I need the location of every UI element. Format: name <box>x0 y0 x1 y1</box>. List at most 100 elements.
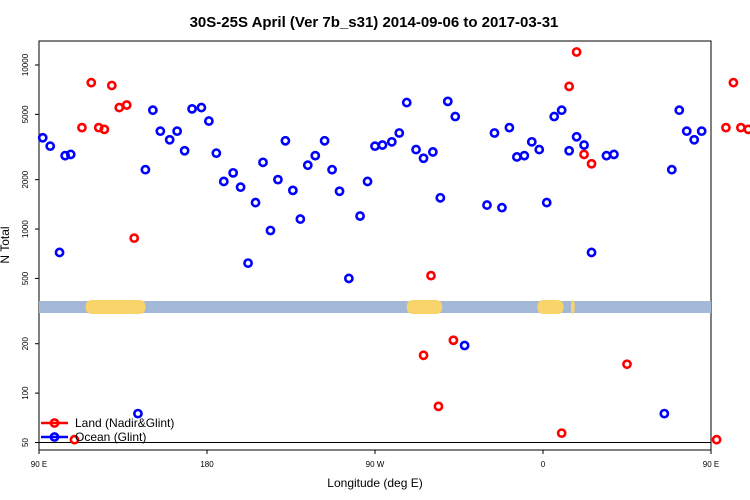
data-point <box>411 144 421 155</box>
data-point <box>427 147 438 157</box>
plot-frame <box>38 40 712 451</box>
series-ocean <box>37 96 707 419</box>
y-tick-label: 2000 <box>21 170 30 188</box>
data-point <box>287 185 298 196</box>
data-point <box>334 186 345 197</box>
y-axis-label: N Total <box>0 226 12 263</box>
data-point <box>711 434 722 445</box>
x-axis: 90 E 180 90 W 0 90 E <box>31 450 719 469</box>
data-point <box>258 157 268 168</box>
data-point <box>418 153 429 164</box>
data-point <box>114 102 125 113</box>
data-point <box>482 200 492 210</box>
data-point <box>60 150 71 161</box>
data-point <box>735 122 746 133</box>
data-point <box>179 145 190 156</box>
data-point <box>65 149 76 160</box>
legend: Land (Nadir&Glint)Ocean (Glint) <box>41 416 174 444</box>
data-point <box>280 135 291 146</box>
data-point <box>442 96 453 107</box>
data-point <box>327 164 337 175</box>
data-point <box>728 77 739 88</box>
y-tick-label: 50 <box>21 437 30 446</box>
data-point <box>556 428 567 439</box>
land-segment <box>537 300 564 314</box>
series-land <box>69 47 750 445</box>
data-point <box>609 149 619 160</box>
data-point <box>564 145 575 156</box>
data-point <box>129 233 140 244</box>
data-point <box>459 340 470 351</box>
y-tick-label: 200 <box>21 336 30 350</box>
data-point <box>140 164 151 175</box>
y-tick-label: 10000 <box>21 53 30 76</box>
data-point <box>433 401 444 412</box>
data-point <box>172 126 183 137</box>
data-point <box>228 167 239 178</box>
data-point <box>121 100 132 110</box>
land-segment <box>406 300 443 314</box>
data-point <box>265 225 276 236</box>
data-point <box>295 214 306 224</box>
data-point <box>355 211 365 221</box>
data-point <box>541 197 552 208</box>
x-tick-label: 90 E <box>703 460 719 469</box>
data-point <box>196 102 207 113</box>
data-point <box>86 77 97 88</box>
x-tick-label: 0 <box>541 460 546 469</box>
y-tick-label: 5000 <box>21 105 30 123</box>
data-point <box>106 80 117 91</box>
data-point <box>235 182 246 193</box>
data-point <box>203 116 214 126</box>
data-point <box>164 134 175 145</box>
data-point <box>448 335 459 346</box>
data-point <box>394 128 405 138</box>
legend-label: Land (Nadir&Glint) <box>75 416 174 430</box>
y-tick-label: 100 <box>21 386 30 400</box>
data-point <box>54 247 65 258</box>
data-point <box>147 105 158 116</box>
data-point <box>489 128 500 138</box>
data-point <box>681 126 692 137</box>
land-segment <box>571 300 575 314</box>
y-tick-label: 1000 <box>21 220 30 238</box>
chart-title: 30S-25S April (Ver 7b_s31) 2014-09-06 to… <box>190 14 559 31</box>
data-point <box>571 131 582 142</box>
data-point <box>586 158 597 169</box>
data-point <box>310 150 321 161</box>
data-point <box>250 197 261 208</box>
data-point <box>721 122 731 133</box>
data-point <box>362 176 373 187</box>
data-point <box>504 122 515 133</box>
x-tick-label: 90 E <box>31 460 47 469</box>
data-point <box>450 111 461 122</box>
data-point <box>37 132 48 143</box>
data-point <box>77 122 87 133</box>
data-point <box>343 273 354 284</box>
data-point <box>133 408 143 419</box>
data-point <box>696 126 707 137</box>
data-point <box>689 134 700 145</box>
data-point <box>426 270 436 281</box>
data-point <box>319 135 330 146</box>
data-point <box>564 81 575 92</box>
data-point <box>377 140 388 150</box>
data-point <box>273 174 283 185</box>
data-point <box>211 148 222 159</box>
legend-label: Ocean (Glint) <box>75 430 146 444</box>
x-tick-label: 180 <box>200 460 214 469</box>
data-point <box>218 176 229 187</box>
land-segment <box>85 300 146 314</box>
data-point <box>302 160 313 171</box>
map-band <box>39 300 711 314</box>
data-point <box>45 141 56 152</box>
data-point <box>743 124 750 135</box>
data-point <box>435 192 446 203</box>
data-point <box>519 150 530 161</box>
data-point <box>586 247 597 258</box>
data-point <box>579 140 589 150</box>
data-point <box>666 164 677 175</box>
data-point <box>155 126 166 137</box>
data-point <box>534 144 545 155</box>
y-axis: 50 100 200 500 1000 2000 5000 10000 <box>21 53 39 447</box>
